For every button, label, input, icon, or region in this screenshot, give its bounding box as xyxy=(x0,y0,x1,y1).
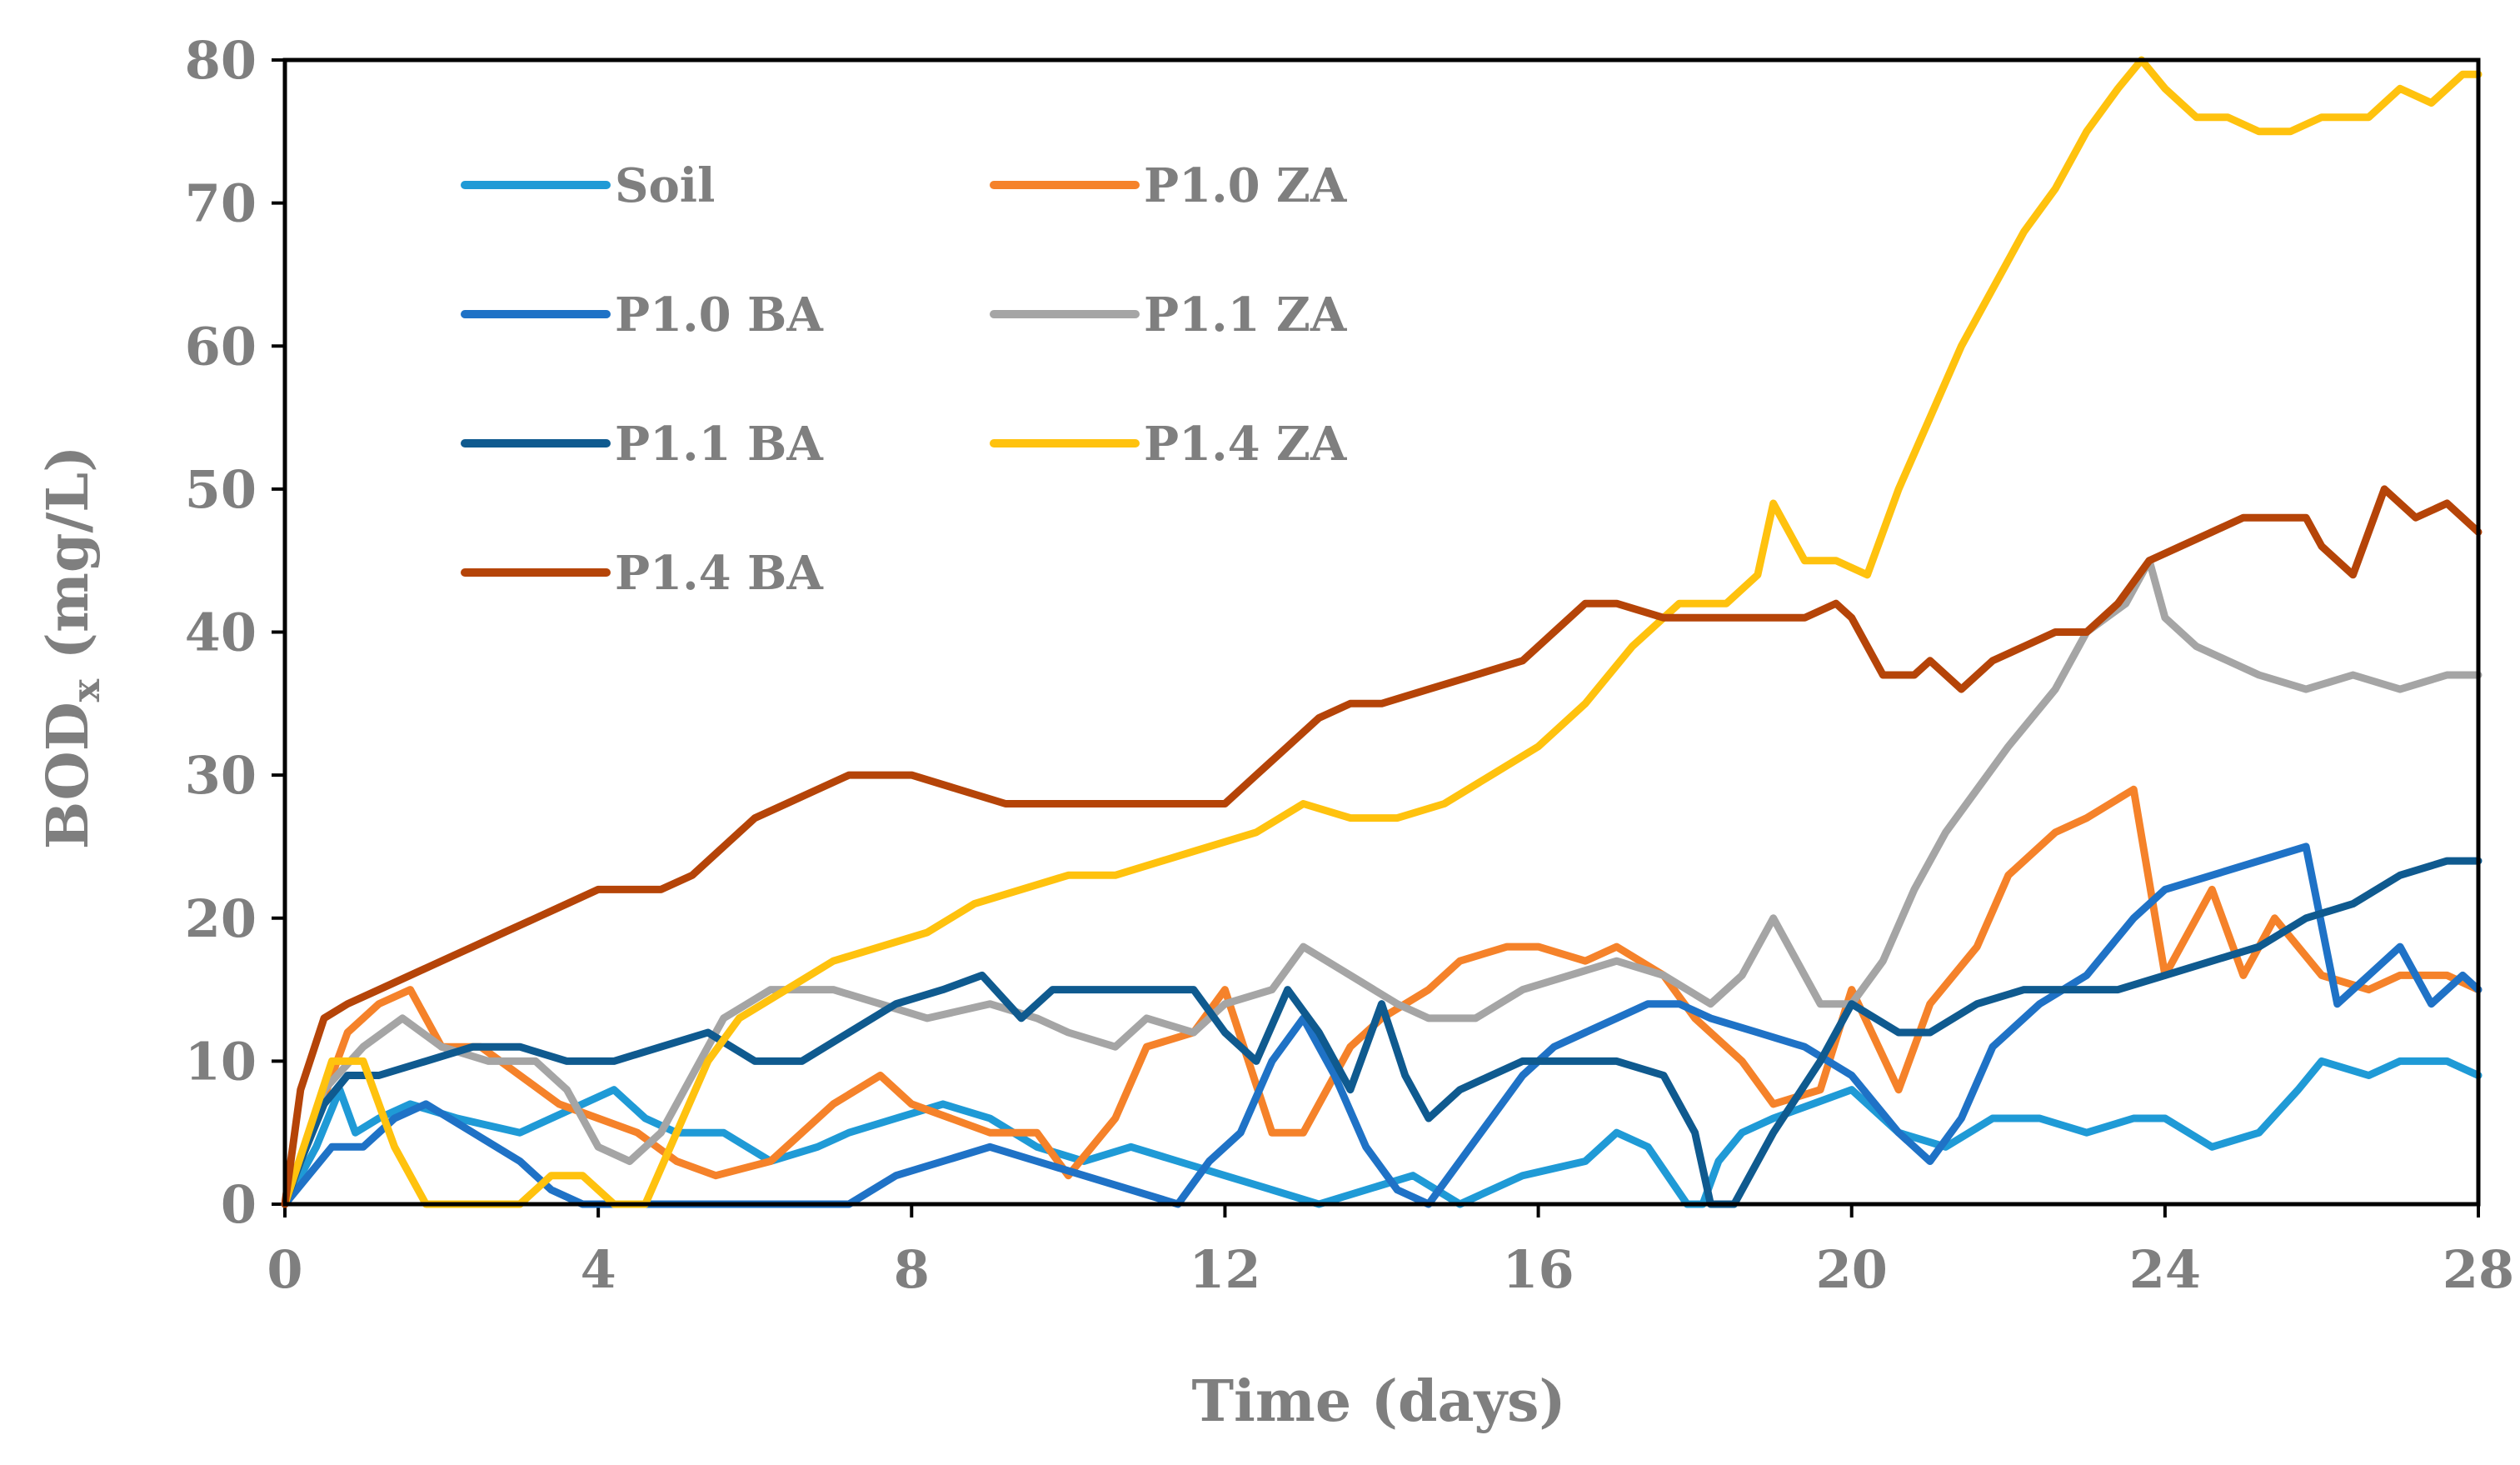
legend-label-p1-1-ba: P1.1 BA xyxy=(615,417,824,472)
y-tick-label: 60 xyxy=(185,316,257,377)
y-tick-label: 40 xyxy=(185,602,257,663)
y-axis: 0 10 20 30 40 50 60 70 80 xyxy=(185,30,285,1235)
legend-label-p1-1-za: P1.1 ZA xyxy=(1144,288,1348,342)
x-tick-label: 28 xyxy=(2443,1239,2514,1300)
series-line-soil xyxy=(281,1057,2483,1208)
y-tick-label: 10 xyxy=(185,1031,257,1092)
series-line-p1-1-ba xyxy=(281,857,2483,1208)
y-tick-label: 80 xyxy=(185,30,257,91)
plot-series xyxy=(281,56,2483,1208)
y-axis-title-unit: (mg/L) xyxy=(35,446,102,679)
series-line-p1-0-za xyxy=(281,785,2483,1208)
x-tick-label: 12 xyxy=(1189,1239,1260,1300)
y-tick-label: 30 xyxy=(185,745,257,806)
y-axis-title-text: BODx (mg/L) xyxy=(35,446,108,850)
x-axis-title: Time (days) xyxy=(1191,1368,1565,1435)
x-tick-label: 16 xyxy=(1502,1239,1574,1300)
legend-label-p1-4-za: P1.4 ZA xyxy=(1144,417,1348,472)
y-axis-title-subscript: x xyxy=(63,678,108,702)
x-tick-label: 8 xyxy=(894,1239,930,1300)
y-axis-title-main: BOD xyxy=(35,702,102,849)
plot-frame xyxy=(282,58,2481,1207)
y-tick-label: 70 xyxy=(185,173,257,234)
y-tick-label: 0 xyxy=(221,1174,257,1235)
legend-label-soil: Soil xyxy=(615,158,715,213)
y-tick-label: 50 xyxy=(185,459,257,520)
x-tick-label: 4 xyxy=(581,1239,616,1300)
legend-label-p1-0-za: P1.0 ZA xyxy=(1144,158,1348,213)
y-tick-label: 20 xyxy=(185,888,257,949)
legend-label-p1-0-ba: P1.0 BA xyxy=(615,288,824,342)
x-tick-label: 20 xyxy=(1816,1239,1888,1300)
legend: Soil P1.0 ZA P1.0 BA P1.1 ZA P1.1 BA P1.4 ZA P… xyxy=(461,158,1348,601)
series-line-p1-4-ba xyxy=(281,485,2483,1208)
x-axis: 0 4 8 12 16 20 24 28 xyxy=(267,1204,2514,1300)
x-tick-label: 24 xyxy=(2129,1239,2201,1300)
series-line-p1-4-za xyxy=(281,56,2483,1208)
x-tick-label: 0 xyxy=(267,1239,302,1300)
y-axis-title: BODx (mg/L) xyxy=(35,446,108,850)
legend-label-p1-4-ba: P1.4 BA xyxy=(615,546,824,601)
